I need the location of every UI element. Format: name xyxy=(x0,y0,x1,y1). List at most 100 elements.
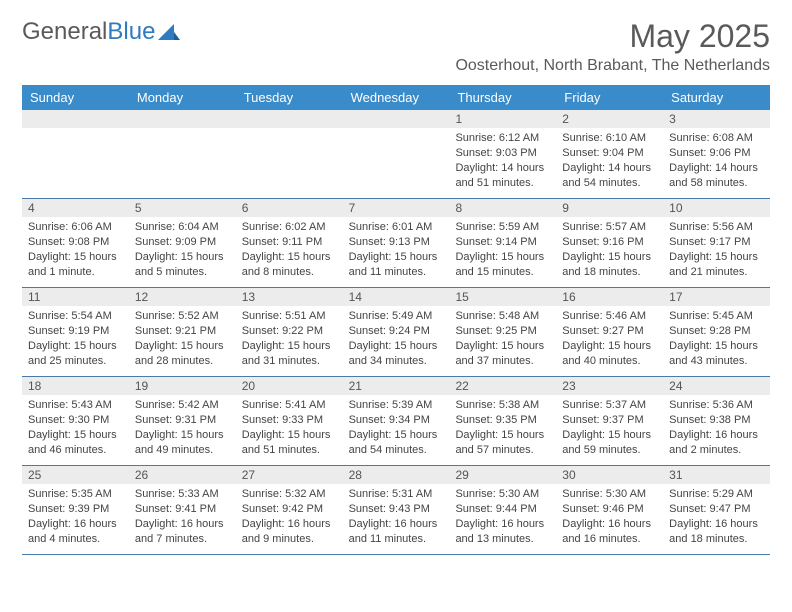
day-cell: 19Sunrise: 5:42 AMSunset: 9:31 PMDayligh… xyxy=(129,377,236,465)
day-number: 16 xyxy=(556,288,663,306)
day-body: Sunrise: 5:36 AMSunset: 9:38 PMDaylight:… xyxy=(663,395,770,461)
day-body: Sunrise: 6:08 AMSunset: 9:06 PMDaylight:… xyxy=(663,128,770,194)
day-number: 2 xyxy=(556,110,663,128)
sunrise-text: Sunrise: 5:42 AM xyxy=(135,398,230,413)
dow-row: Sunday Monday Tuesday Wednesday Thursday… xyxy=(22,85,770,110)
day-number: 21 xyxy=(343,377,450,395)
daylight-text: Daylight: 15 hours and 34 minutes. xyxy=(349,339,444,369)
sunset-text: Sunset: 9:24 PM xyxy=(349,324,444,339)
day-body: Sunrise: 5:37 AMSunset: 9:37 PMDaylight:… xyxy=(556,395,663,461)
day-cell: 10Sunrise: 5:56 AMSunset: 9:17 PMDayligh… xyxy=(663,199,770,287)
day-body: Sunrise: 6:04 AMSunset: 9:09 PMDaylight:… xyxy=(129,217,236,283)
brand-part2: Blue xyxy=(107,18,155,46)
dow-monday: Monday xyxy=(129,85,236,110)
week-row: 1Sunrise: 6:12 AMSunset: 9:03 PMDaylight… xyxy=(22,110,770,199)
week-row: 25Sunrise: 5:35 AMSunset: 9:39 PMDayligh… xyxy=(22,466,770,555)
day-cell: 1Sunrise: 6:12 AMSunset: 9:03 PMDaylight… xyxy=(449,110,556,198)
day-cell: 23Sunrise: 5:37 AMSunset: 9:37 PMDayligh… xyxy=(556,377,663,465)
day-number: 11 xyxy=(22,288,129,306)
sunrise-text: Sunrise: 5:35 AM xyxy=(28,487,123,502)
dow-wednesday: Wednesday xyxy=(343,85,450,110)
sunset-text: Sunset: 9:30 PM xyxy=(28,413,123,428)
sunset-text: Sunset: 9:41 PM xyxy=(135,502,230,517)
sunset-text: Sunset: 9:37 PM xyxy=(562,413,657,428)
day-cell: 8Sunrise: 5:59 AMSunset: 9:14 PMDaylight… xyxy=(449,199,556,287)
day-number: 6 xyxy=(236,199,343,217)
daylight-text: Daylight: 15 hours and 21 minutes. xyxy=(669,250,764,280)
day-cell: 11Sunrise: 5:54 AMSunset: 9:19 PMDayligh… xyxy=(22,288,129,376)
sunset-text: Sunset: 9:16 PM xyxy=(562,235,657,250)
day-cell xyxy=(129,110,236,198)
day-number: 3 xyxy=(663,110,770,128)
daylight-text: Daylight: 14 hours and 54 minutes. xyxy=(562,161,657,191)
sunrise-text: Sunrise: 5:51 AM xyxy=(242,309,337,324)
day-body: Sunrise: 5:46 AMSunset: 9:27 PMDaylight:… xyxy=(556,306,663,372)
day-number: 17 xyxy=(663,288,770,306)
sunrise-text: Sunrise: 5:43 AM xyxy=(28,398,123,413)
sunset-text: Sunset: 9:28 PM xyxy=(669,324,764,339)
sunrise-text: Sunrise: 5:29 AM xyxy=(669,487,764,502)
day-body: Sunrise: 5:38 AMSunset: 9:35 PMDaylight:… xyxy=(449,395,556,461)
daylight-text: Daylight: 16 hours and 9 minutes. xyxy=(242,517,337,547)
day-cell: 15Sunrise: 5:48 AMSunset: 9:25 PMDayligh… xyxy=(449,288,556,376)
day-number: 19 xyxy=(129,377,236,395)
day-cell: 4Sunrise: 6:06 AMSunset: 9:08 PMDaylight… xyxy=(22,199,129,287)
dow-sunday: Sunday xyxy=(22,85,129,110)
week-row: 18Sunrise: 5:43 AMSunset: 9:30 PMDayligh… xyxy=(22,377,770,466)
day-cell: 22Sunrise: 5:38 AMSunset: 9:35 PMDayligh… xyxy=(449,377,556,465)
day-cell: 31Sunrise: 5:29 AMSunset: 9:47 PMDayligh… xyxy=(663,466,770,554)
day-body: Sunrise: 5:30 AMSunset: 9:44 PMDaylight:… xyxy=(449,484,556,550)
sunrise-text: Sunrise: 6:10 AM xyxy=(562,131,657,146)
daylight-text: Daylight: 15 hours and 31 minutes. xyxy=(242,339,337,369)
day-number: 22 xyxy=(449,377,556,395)
sunset-text: Sunset: 9:08 PM xyxy=(28,235,123,250)
sunset-text: Sunset: 9:43 PM xyxy=(349,502,444,517)
day-body: Sunrise: 5:41 AMSunset: 9:33 PMDaylight:… xyxy=(236,395,343,461)
daylight-text: Daylight: 14 hours and 58 minutes. xyxy=(669,161,764,191)
day-body: Sunrise: 6:12 AMSunset: 9:03 PMDaylight:… xyxy=(449,128,556,194)
sunset-text: Sunset: 9:31 PM xyxy=(135,413,230,428)
day-cell: 9Sunrise: 5:57 AMSunset: 9:16 PMDaylight… xyxy=(556,199,663,287)
sunrise-text: Sunrise: 6:01 AM xyxy=(349,220,444,235)
dow-saturday: Saturday xyxy=(663,85,770,110)
day-number: 13 xyxy=(236,288,343,306)
day-cell: 21Sunrise: 5:39 AMSunset: 9:34 PMDayligh… xyxy=(343,377,450,465)
sunrise-text: Sunrise: 5:30 AM xyxy=(562,487,657,502)
day-number: 14 xyxy=(343,288,450,306)
daylight-text: Daylight: 16 hours and 11 minutes. xyxy=(349,517,444,547)
day-cell: 28Sunrise: 5:31 AMSunset: 9:43 PMDayligh… xyxy=(343,466,450,554)
sunset-text: Sunset: 9:44 PM xyxy=(455,502,550,517)
sunset-text: Sunset: 9:22 PM xyxy=(242,324,337,339)
sunrise-text: Sunrise: 5:48 AM xyxy=(455,309,550,324)
sunset-text: Sunset: 9:11 PM xyxy=(242,235,337,250)
day-body: Sunrise: 6:02 AMSunset: 9:11 PMDaylight:… xyxy=(236,217,343,283)
sunrise-text: Sunrise: 5:31 AM xyxy=(349,487,444,502)
sunset-text: Sunset: 9:06 PM xyxy=(669,146,764,161)
daylight-text: Daylight: 16 hours and 13 minutes. xyxy=(455,517,550,547)
sunset-text: Sunset: 9:04 PM xyxy=(562,146,657,161)
sunset-text: Sunset: 9:42 PM xyxy=(242,502,337,517)
daylight-text: Daylight: 15 hours and 43 minutes. xyxy=(669,339,764,369)
day-cell: 18Sunrise: 5:43 AMSunset: 9:30 PMDayligh… xyxy=(22,377,129,465)
day-body: Sunrise: 6:06 AMSunset: 9:08 PMDaylight:… xyxy=(22,217,129,283)
daylight-text: Daylight: 16 hours and 4 minutes. xyxy=(28,517,123,547)
day-number: 12 xyxy=(129,288,236,306)
sunset-text: Sunset: 9:17 PM xyxy=(669,235,764,250)
sunset-text: Sunset: 9:14 PM xyxy=(455,235,550,250)
day-number: 27 xyxy=(236,466,343,484)
day-number: 4 xyxy=(22,199,129,217)
sunrise-text: Sunrise: 5:38 AM xyxy=(455,398,550,413)
day-number: 5 xyxy=(129,199,236,217)
day-number xyxy=(22,110,129,128)
daylight-text: Daylight: 15 hours and 18 minutes. xyxy=(562,250,657,280)
day-cell: 2 Sunrise: 6:10 AMSunset: 9:04 PMDaylight… xyxy=(556,110,663,198)
dow-friday: Friday xyxy=(556,85,663,110)
daylight-text: Daylight: 16 hours and 18 minutes. xyxy=(669,517,764,547)
daylight-text: Daylight: 15 hours and 11 minutes. xyxy=(349,250,444,280)
sunrise-text: Sunrise: 6:12 AM xyxy=(455,131,550,146)
day-number: 24 xyxy=(663,377,770,395)
daylight-text: Daylight: 15 hours and 59 minutes. xyxy=(562,428,657,458)
sunrise-text: Sunrise: 6:06 AM xyxy=(28,220,123,235)
day-cell: 17Sunrise: 5:45 AMSunset: 9:28 PMDayligh… xyxy=(663,288,770,376)
sunrise-text: Sunrise: 5:46 AM xyxy=(562,309,657,324)
